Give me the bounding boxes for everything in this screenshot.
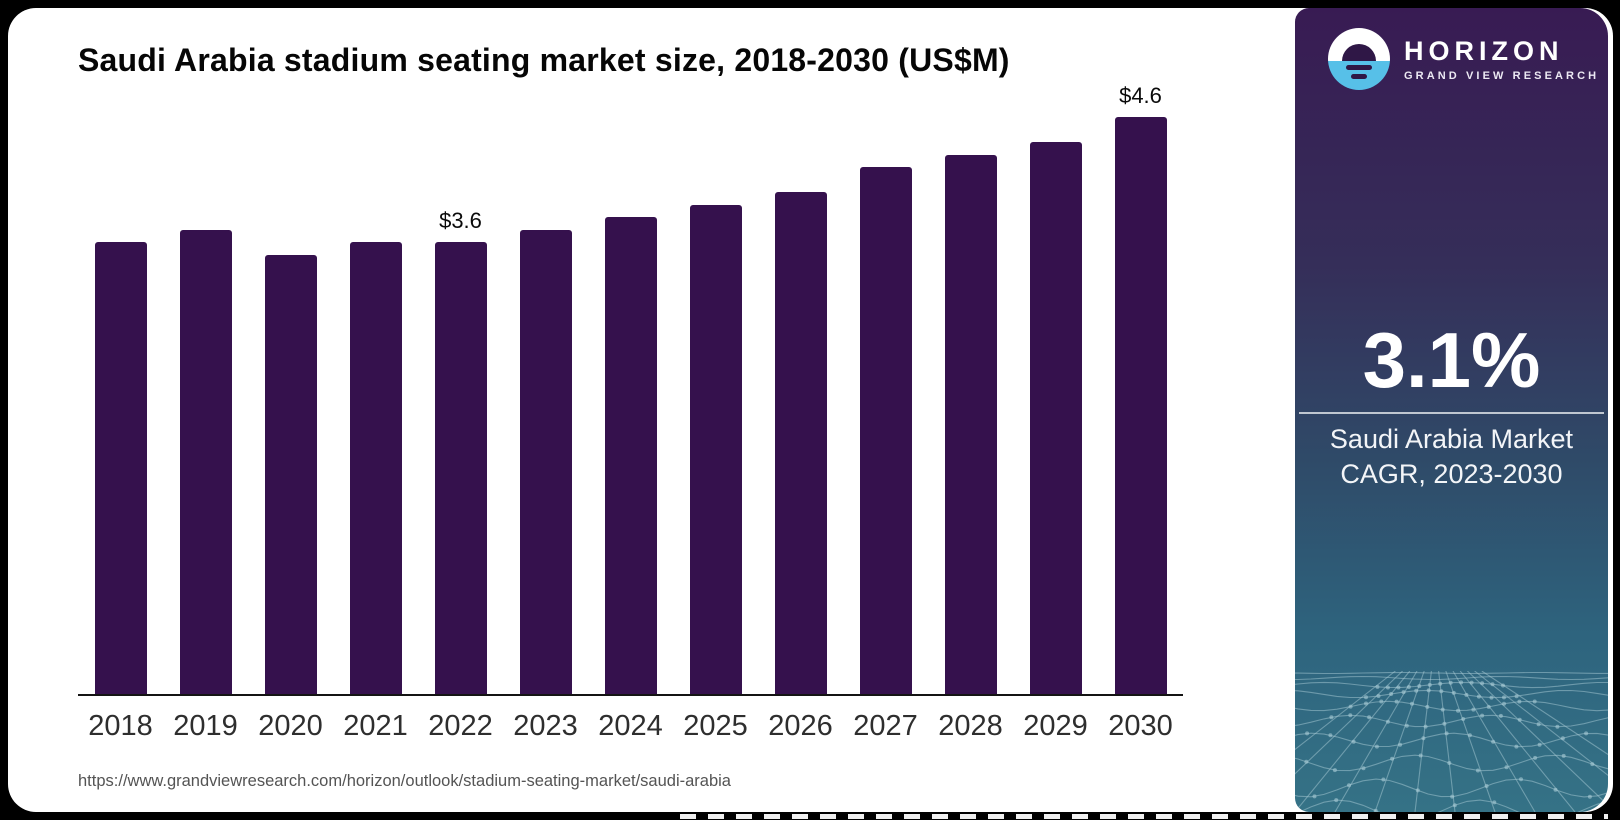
bar-slot (333, 86, 418, 694)
bar-slot: $3.6 (418, 86, 503, 694)
x-tick-2021: 2021 (343, 710, 408, 742)
bar-2020 (264, 255, 317, 694)
cagr-caption: Saudi Arabia Market CAGR, 2023-2030 (1295, 422, 1608, 492)
bar-2027 (859, 167, 912, 694)
x-tick-2018: 2018 (88, 710, 153, 742)
bar-2025 (689, 205, 742, 694)
x-tick-2029: 2029 (1023, 710, 1088, 742)
bar-slot (588, 86, 673, 694)
bar-slot (78, 86, 163, 694)
source-url: https://www.grandviewresearch.com/horizo… (78, 772, 731, 790)
x-tick-2023: 2023 (513, 710, 578, 742)
bar-2028 (944, 155, 997, 694)
x-tick-2022: 2022 (428, 710, 493, 742)
x-tick-2024: 2024 (598, 710, 663, 742)
wireframe-pattern (1295, 671, 1608, 812)
bar-2024 (604, 217, 657, 694)
x-tick-2027: 2027 (853, 710, 918, 742)
bar-2030 (1114, 117, 1167, 694)
chart-title: Saudi Arabia stadium seating market size… (78, 42, 1010, 78)
brand-logo: HORIZON GRAND VIEW RESEARCH (1328, 28, 1599, 90)
brand-name: HORIZON (1404, 36, 1564, 66)
x-axis-labels: 2018 2019 2020 2021 2022 2023 2024 2025 2026 2027… (78, 710, 1183, 743)
x-tick-2030: 2030 (1108, 710, 1173, 742)
bar-slot (673, 86, 758, 694)
brand-text: HORIZON GRAND VIEW RESEARCH (1404, 36, 1599, 82)
stat-divider (1299, 412, 1604, 414)
cagr-caption-line1: Saudi Arabia Market (1329, 424, 1574, 454)
bar-2019 (179, 230, 232, 694)
bar-2023 (519, 230, 572, 694)
plot-area: $3.6 $4.6 (78, 83, 1183, 696)
bar-slot (758, 86, 843, 694)
bar-2029 (1029, 142, 1082, 694)
brand-sidebar: HORIZON GRAND VIEW RESEARCH 3.1% Saudi A… (1295, 8, 1608, 812)
bar-slot (928, 86, 1013, 694)
x-tick-2020: 2020 (258, 710, 323, 742)
bar-2022 (434, 242, 487, 694)
bar-slot: $4.6 (1098, 83, 1183, 694)
x-tick-2025: 2025 (683, 710, 748, 742)
sun-icon (1342, 44, 1376, 61)
brand-subtitle: GRAND VIEW RESEARCH (1404, 70, 1600, 82)
cagr-value: 3.1% (1362, 316, 1541, 404)
bar-slot (843, 86, 928, 694)
bar-slot (163, 86, 248, 694)
bar-2021 (349, 242, 402, 694)
bar-value-label: $3.6 (439, 208, 482, 233)
x-tick-2028: 2028 (938, 710, 1003, 742)
bar-slot (248, 86, 333, 694)
wave-line-icon (1346, 65, 1372, 70)
bar-2026 (774, 192, 827, 694)
page-edge-dashes (680, 814, 1608, 819)
x-tick-2019: 2019 (173, 710, 238, 742)
wave-line-icon (1351, 74, 1367, 79)
bar-slot (1013, 86, 1098, 694)
bar-2018 (94, 242, 147, 694)
horizon-sunset-circle-icon (1328, 28, 1390, 90)
x-tick-2026: 2026 (768, 710, 833, 742)
bar-slot (503, 86, 588, 694)
cagr-caption-line2: CAGR, 2023-2030 (1340, 459, 1563, 489)
bar-value-label: $4.6 (1119, 83, 1162, 108)
